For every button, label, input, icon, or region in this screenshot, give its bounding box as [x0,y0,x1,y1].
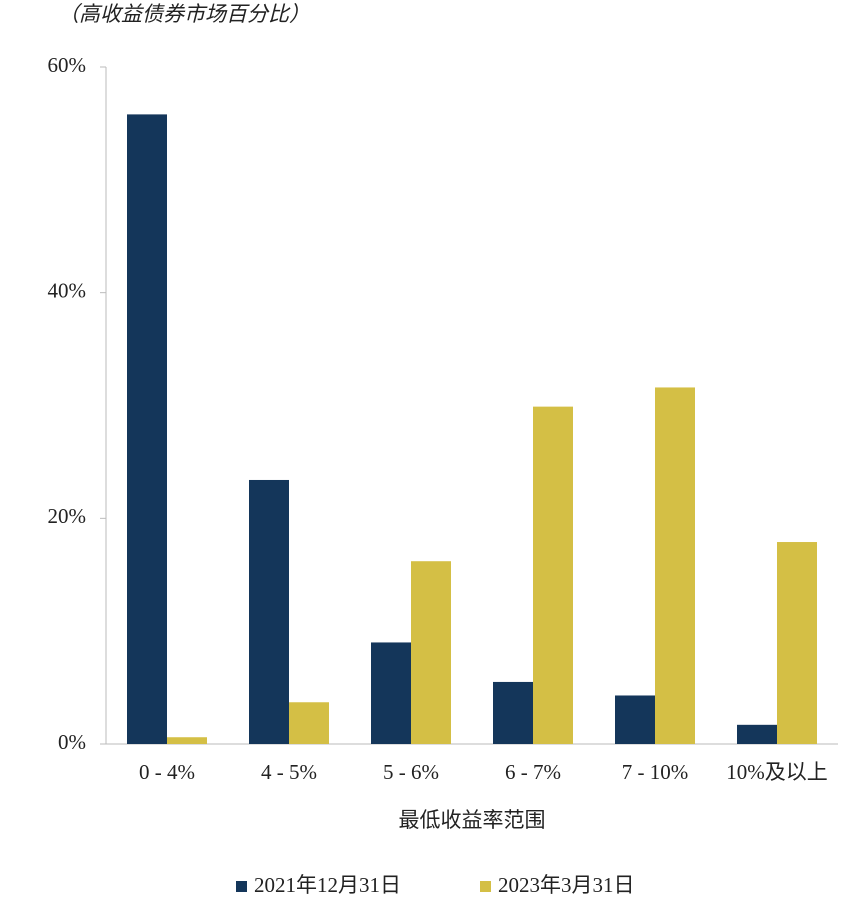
bar [615,695,655,744]
bar [777,542,817,744]
x-tick-label: 5 - 6% [383,760,439,784]
y-tick-label: 60% [48,53,87,77]
legend-label: 2023年3月31日 [498,873,635,897]
x-tick-label: 7 - 10% [622,760,689,784]
bar [371,642,411,744]
bar [493,681,533,744]
x-tick-label: 6 - 7% [505,760,561,784]
y-tick-label: 40% [48,278,87,302]
x-tick-label: 0 - 4% [139,760,195,784]
bar [737,724,777,744]
legend-label: 2021年12月31日 [254,873,401,897]
bar [533,406,573,744]
bar [411,561,451,744]
legend-swatch [480,881,491,892]
bar [249,479,289,744]
bar [167,737,207,744]
x-tick-label: 10%及以上 [726,760,828,784]
y-tick-label: 20% [48,504,87,528]
legend-swatch [236,881,247,892]
bar [289,702,329,744]
bar [127,114,167,744]
y-tick-label: 0% [58,730,86,754]
x-axis-title: 最低收益率范围 [399,808,546,832]
bar [655,387,695,744]
y-axis-title: （高收益债券市场百分比） [58,2,310,26]
x-tick-label: 4 - 5% [261,760,317,784]
